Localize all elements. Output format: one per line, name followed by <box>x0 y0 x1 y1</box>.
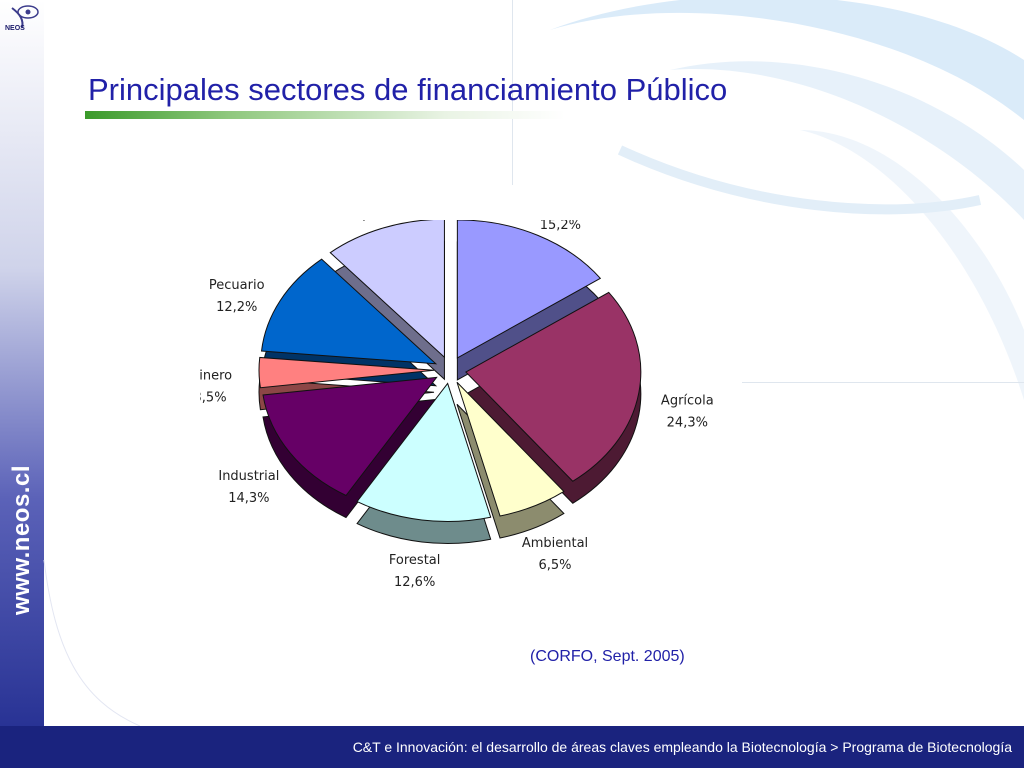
pie-slice-forestal <box>356 382 492 522</box>
guide-line-horizontal <box>742 382 1024 383</box>
footer-bar <box>0 726 1024 768</box>
pie-slice-salud <box>329 220 445 359</box>
pie-slice-ambiental <box>456 381 565 517</box>
slice-value-forestal: 12,6% <box>394 575 435 590</box>
slice-label-ambiental: Ambiental <box>522 536 588 551</box>
slice-label-industrial: Industrial <box>218 469 279 484</box>
source-note: (CORFO, Sept. 2005) <box>530 648 685 665</box>
pie-slice-pecuario <box>260 258 438 365</box>
slice-label-pecuario: Pecuario <box>209 278 265 293</box>
slice-value-minero: 3,5% <box>200 390 227 405</box>
slice-value-agricola: 24,3% <box>667 415 708 430</box>
guide-line-vertical <box>512 0 513 185</box>
pie-slice-agricola <box>465 291 642 482</box>
footer-text: C&T e Innovación: el desarrollo de áreas… <box>352 739 1012 755</box>
pie-chart: Acuícola15,2%Agrícola24,3%Ambiental6,5%F… <box>200 220 714 590</box>
title-underline <box>85 111 565 119</box>
logo-text: NEOS <box>5 25 25 32</box>
slice-value-acuicola: 15,2% <box>540 220 581 233</box>
pie-slice-minero <box>258 356 435 389</box>
slice-value-pecuario: 12,2% <box>216 300 257 315</box>
slice-label-agricola: Agrícola <box>661 393 714 408</box>
slice-label-minero: Minero <box>200 368 232 383</box>
sidebar-band <box>0 0 44 768</box>
slice-label-forestal: Forestal <box>389 553 440 568</box>
pie-slice-acuicola <box>456 220 602 359</box>
slice-value-ambiental: 6,5% <box>538 558 571 573</box>
neos-logo-icon <box>2 2 42 42</box>
pie-slice-industrial <box>262 376 438 497</box>
page-title: Principales sectores de financiamiento P… <box>88 72 728 107</box>
slice-value-salud: 11,3% <box>346 220 387 224</box>
sidebar-url[interactable]: www.neos.cl <box>8 465 35 615</box>
slice-value-industrial: 14,3% <box>228 491 269 506</box>
